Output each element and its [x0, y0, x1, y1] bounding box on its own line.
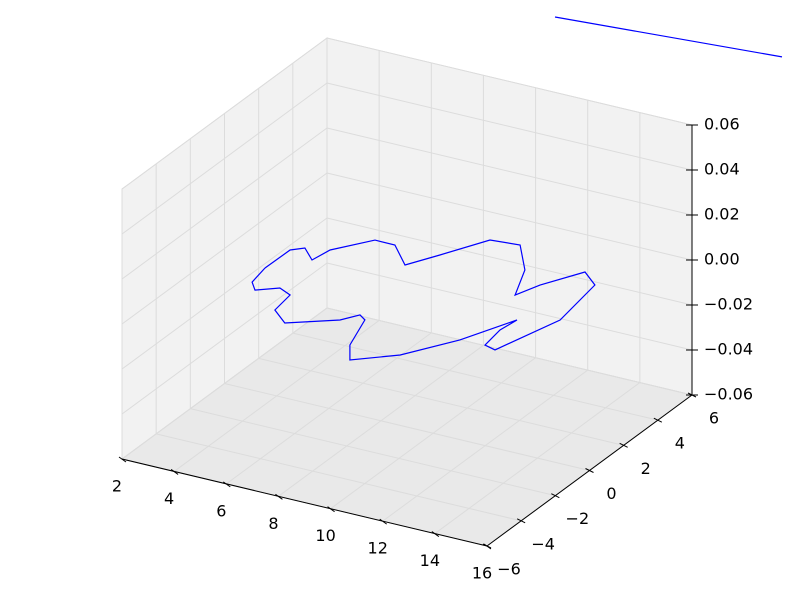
- y-tick-label: 0: [606, 484, 616, 503]
- z-tick-label: −0.02: [704, 295, 753, 314]
- x-axis: [121, 458, 488, 547]
- grid-line: [224, 383, 590, 471]
- x-tick-label: 8: [268, 514, 278, 533]
- z-tick-label: 0.00: [704, 250, 740, 269]
- x-tick: [222, 481, 231, 488]
- grid-line: [326, 307, 693, 396]
- grid-line: [121, 217, 328, 370]
- x-tick: [170, 469, 179, 475]
- x-tick-label: 16: [472, 564, 492, 583]
- y-tick: [516, 518, 526, 524]
- z-tick-label: −0.06: [704, 385, 753, 404]
- x-tick-label: 12: [368, 539, 388, 558]
- grid-line: [121, 172, 328, 325]
- y-tick-label: 4: [675, 434, 685, 453]
- grid-line: [121, 262, 328, 415]
- y-tick: [653, 417, 663, 423]
- z-tick-label: 0.02: [704, 205, 740, 224]
- grid-line: [326, 127, 693, 216]
- x-tick: [431, 531, 440, 537]
- y-tick-label: −4: [531, 534, 555, 553]
- grid-line: [326, 172, 693, 261]
- z-tick-label: 0.04: [704, 160, 740, 179]
- y-tick: [619, 442, 628, 448]
- x-tick-label: 6: [216, 501, 226, 520]
- grid-line: [121, 307, 328, 460]
- grid-line: [121, 82, 328, 235]
- y-tick: [585, 468, 594, 473]
- x-tick-label: 14: [420, 551, 440, 570]
- data-line: [251, 239, 596, 361]
- grid-line: [258, 357, 624, 446]
- z-tick-label: 0.06: [704, 115, 740, 134]
- x-tick-label: 4: [164, 489, 174, 508]
- x-tick-label: 10: [315, 526, 335, 545]
- z-tick-label: −0.04: [704, 340, 753, 359]
- y-tick: [482, 543, 492, 549]
- x-tick: [327, 506, 335, 513]
- grid-line: [292, 332, 658, 421]
- y-tick: [551, 493, 560, 499]
- grid-line: [326, 262, 693, 351]
- x-tick-label: 2: [112, 477, 122, 496]
- y-tick-label: −6: [497, 560, 521, 579]
- y-tick-label: −2: [566, 509, 590, 528]
- x-tick: [379, 518, 388, 525]
- x-tick: [275, 493, 283, 500]
- grid-line: [190, 408, 556, 497]
- y-tick-label: 6: [709, 409, 719, 428]
- x-tick: [118, 456, 127, 463]
- y-tick-label: 2: [641, 459, 651, 478]
- grid-line: [156, 433, 522, 522]
- grid-line: [121, 127, 328, 280]
- grid-line: [326, 217, 693, 306]
- grid-line: [326, 82, 693, 171]
- data-line: [554, 16, 783, 58]
- grid-line: [121, 37, 328, 190]
- grid-line: [326, 37, 693, 126]
